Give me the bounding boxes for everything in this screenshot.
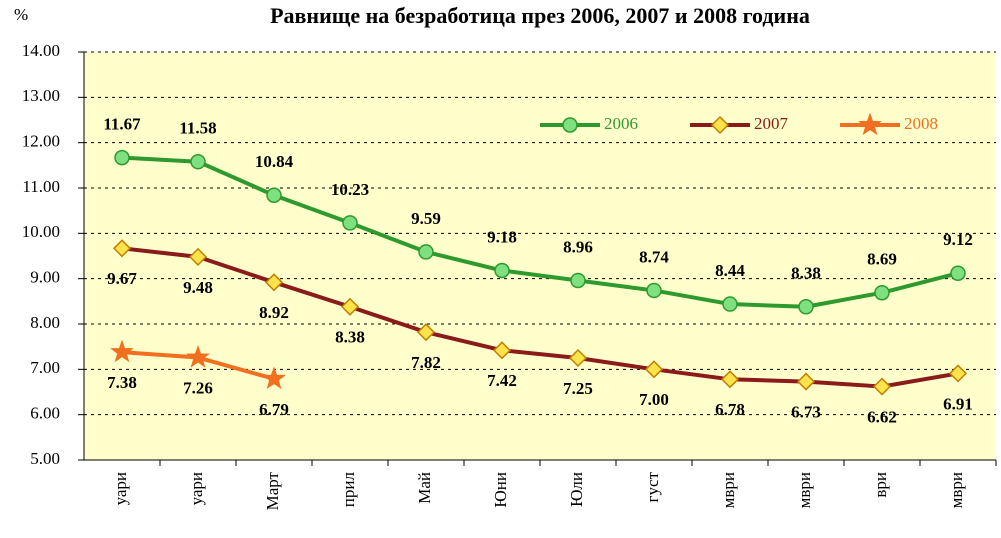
y-tick-label: 8.00 (30, 313, 60, 332)
x-tick-label: мври (719, 472, 738, 508)
point-marker (644, 360, 664, 379)
data-label: 10.84 (255, 152, 294, 171)
legend-label: 2008 (904, 114, 938, 133)
y-tick-label: 12.00 (22, 132, 60, 151)
data-label: 6.91 (943, 394, 973, 413)
point-marker (722, 296, 738, 312)
data-label: 7.42 (487, 371, 517, 390)
point-marker (190, 153, 206, 170)
point-marker (342, 215, 358, 231)
data-label: 8.96 (563, 237, 593, 256)
y-tick-label: 7.00 (30, 358, 60, 377)
point-marker (110, 339, 134, 363)
x-tick-label: Юни (491, 472, 510, 508)
x-tick-label: мври (947, 472, 966, 508)
data-label: 8.92 (259, 303, 289, 322)
data-label: 7.25 (563, 379, 593, 398)
point-marker (646, 282, 662, 299)
legend-label: 2006 (604, 114, 638, 133)
point-marker (796, 372, 816, 391)
point-marker (950, 265, 966, 281)
point-marker (188, 247, 208, 266)
y-axis-label: % (14, 5, 28, 24)
data-label: 7.82 (411, 353, 441, 372)
x-tick-label: прил (339, 471, 358, 507)
y-tick-label: 13.00 (22, 86, 60, 105)
x-tick-label: ври (871, 472, 890, 498)
plot-area (84, 52, 996, 460)
point-marker (494, 262, 510, 279)
data-label: 8.74 (639, 247, 669, 266)
y-tick-label: 10.00 (22, 222, 60, 241)
x-tick-label: уари (111, 472, 130, 505)
data-label: 9.18 (487, 227, 517, 246)
point-marker (264, 273, 284, 292)
data-label: 8.69 (867, 250, 897, 269)
data-label: 7.00 (639, 390, 669, 409)
data-label: 9.67 (107, 269, 137, 288)
y-tick-label: 14.00 (22, 41, 60, 60)
point-marker (872, 377, 892, 396)
chart-title: Равнище на безработица през 2006, 2007 и… (270, 3, 810, 28)
data-label: 8.38 (335, 328, 365, 347)
legend-label: 2007 (754, 114, 789, 133)
x-tick-label: Март (263, 471, 282, 510)
data-label: 7.38 (107, 373, 137, 392)
legend-marker (562, 117, 578, 133)
data-label: 8.38 (791, 264, 821, 283)
series-line (121, 246, 959, 389)
legend-marker (710, 115, 730, 135)
data-label: 6.73 (791, 402, 821, 421)
data-label: 7.26 (183, 378, 213, 397)
point-marker (798, 299, 814, 315)
data-label: 11.58 (179, 119, 216, 138)
data-label: 8.44 (715, 261, 745, 280)
data-label: 6.62 (867, 407, 897, 426)
y-tick-label: 11.00 (22, 177, 60, 196)
point-marker (186, 344, 210, 368)
y-tick-label: 9.00 (30, 268, 60, 287)
data-label: 6.78 (715, 400, 745, 419)
point-marker (492, 341, 512, 360)
data-label: 9.48 (183, 278, 213, 297)
point-marker (340, 297, 360, 316)
point-marker (112, 239, 132, 258)
x-tick-label: густ (643, 471, 662, 502)
data-label: 11.67 (103, 115, 141, 134)
point-marker (114, 149, 130, 166)
y-tick-label: 5.00 (30, 449, 60, 468)
x-tick-label: мври (795, 472, 814, 508)
series-line (121, 155, 959, 309)
data-label: 10.23 (331, 180, 369, 199)
x-tick-label: уари (187, 472, 206, 505)
point-marker (416, 323, 436, 342)
x-tick-label: Юли (567, 472, 586, 507)
data-label: 6.79 (259, 400, 289, 419)
point-marker (568, 348, 588, 368)
point-marker (720, 370, 740, 389)
point-marker (948, 364, 968, 383)
point-marker (418, 244, 434, 260)
point-marker (266, 187, 282, 204)
data-label: 9.12 (943, 230, 973, 249)
y-tick-label: 6.00 (30, 404, 60, 423)
x-tick-label: Май (415, 472, 434, 504)
point-marker (262, 366, 286, 389)
legend-marker (858, 112, 882, 136)
point-marker (874, 284, 890, 301)
point-marker (570, 272, 586, 289)
data-label: 9.59 (411, 209, 441, 228)
